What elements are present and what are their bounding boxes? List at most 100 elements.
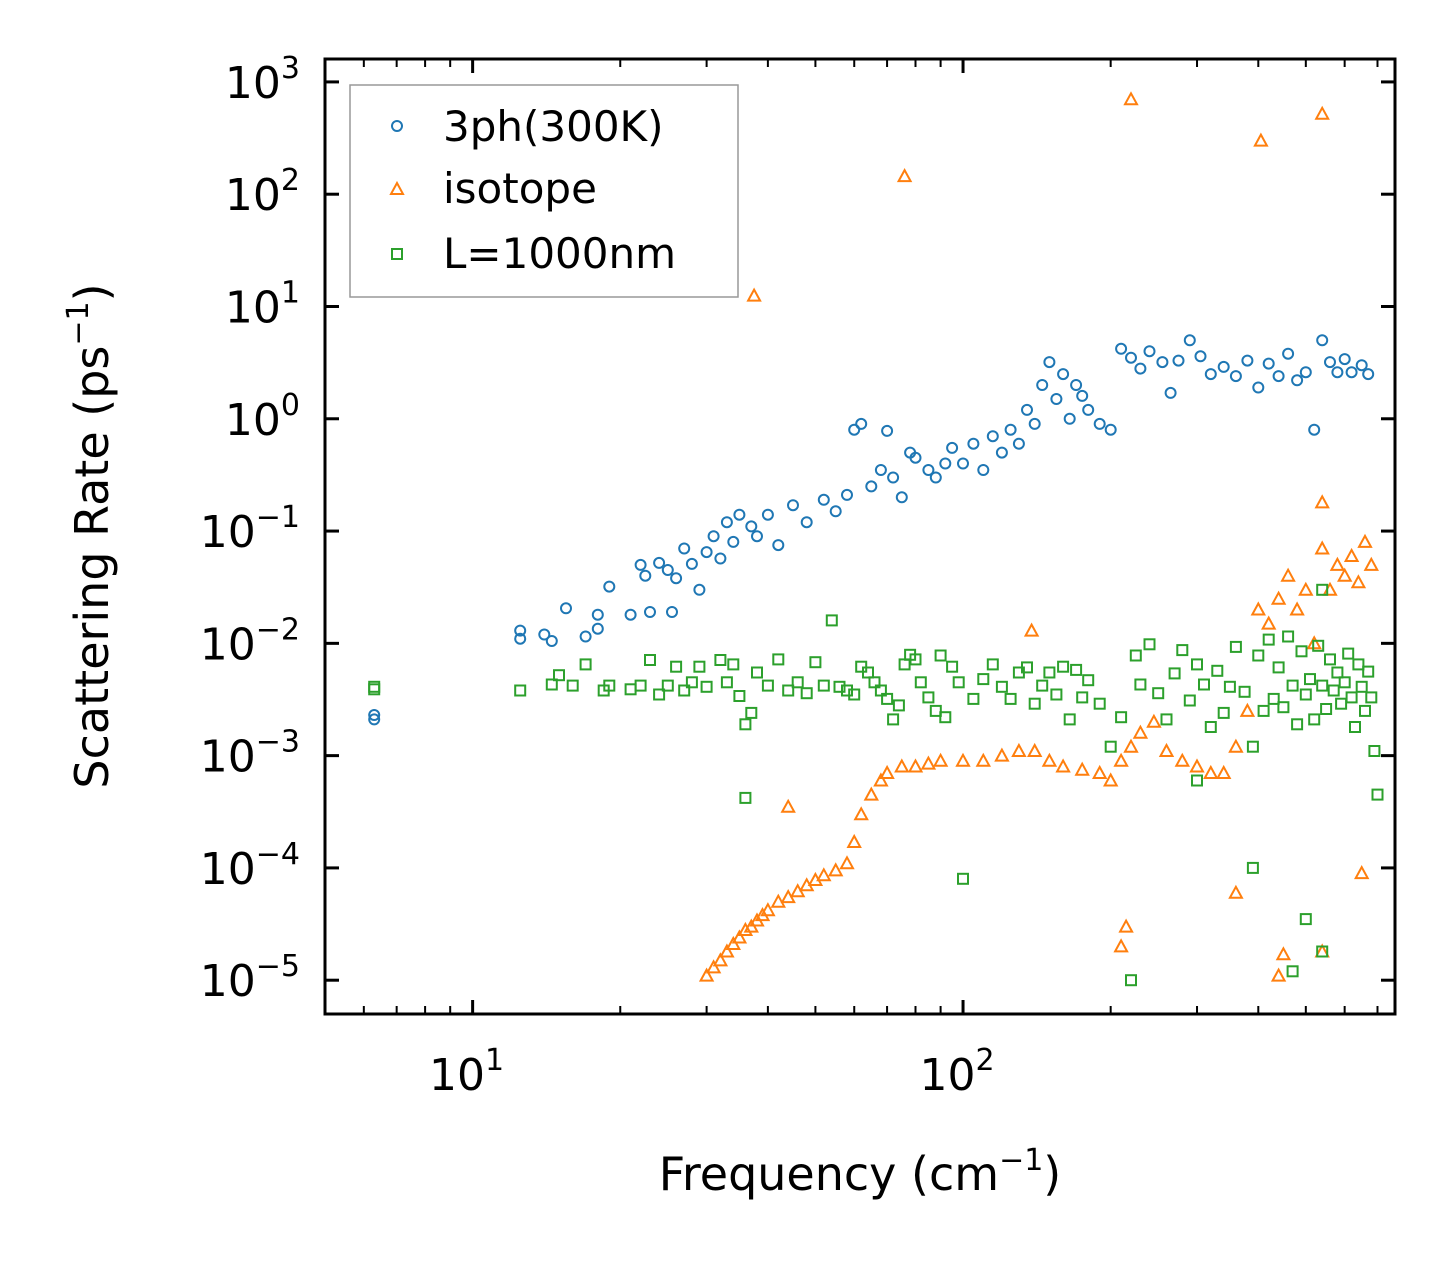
data-point (1203, 764, 1219, 779)
data-point (1262, 633, 1275, 646)
data-point (939, 457, 952, 470)
data-point (932, 752, 949, 767)
data-point (1286, 679, 1299, 692)
data-point (1093, 697, 1106, 710)
data-point (1267, 692, 1280, 705)
y-tick-label: 103 (225, 51, 300, 109)
data-point (1295, 645, 1308, 658)
data-point (1327, 684, 1340, 697)
data-point (693, 660, 706, 673)
data-point (698, 967, 715, 982)
data-point (1312, 639, 1325, 652)
data-point (833, 680, 846, 693)
data-point (553, 669, 565, 682)
data-point (1050, 688, 1063, 701)
data-point (1134, 678, 1147, 691)
data-point (994, 747, 1010, 762)
data-point (538, 628, 551, 641)
data-point (967, 692, 980, 705)
data-point (1371, 788, 1384, 801)
data-point (685, 557, 698, 570)
x-axis-title: Frequency (cm−1) (659, 1143, 1062, 1201)
data-point (731, 929, 748, 944)
data-point (1216, 764, 1232, 779)
data-point (853, 806, 869, 821)
data-point (678, 542, 691, 555)
y-tick-label: 10−1 (200, 500, 300, 558)
data-point (1043, 666, 1056, 679)
data-point (737, 921, 754, 936)
data-point (809, 656, 822, 669)
legend-marker-isotope (389, 180, 405, 195)
data-point (1076, 691, 1089, 704)
data-point (772, 539, 785, 552)
data-point (914, 676, 927, 689)
data-point (1174, 752, 1190, 767)
data-point (727, 658, 740, 671)
data-point (661, 564, 674, 576)
data-point (1304, 673, 1316, 686)
data-point (1021, 403, 1033, 416)
y-axis-title: Scattering Rate (ps−1) (61, 283, 119, 788)
data-point (1191, 658, 1203, 671)
data-point (719, 943, 735, 958)
data-point (1004, 692, 1017, 705)
data-point (800, 516, 813, 529)
data-point (1043, 356, 1056, 369)
data-point (909, 451, 922, 464)
tick-labels: 10−5 10−4 10−3 10−2 10−1 100 101 102 103 101 102 (200, 51, 995, 1101)
data-point (874, 684, 887, 697)
series-1 (698, 91, 1379, 982)
data-point (1262, 357, 1275, 370)
data-point (946, 660, 959, 673)
data-point (1125, 351, 1137, 364)
data-point (751, 530, 763, 543)
data-point (862, 666, 874, 679)
data-point (791, 676, 804, 689)
data-point (1132, 724, 1149, 739)
data-point (1352, 658, 1365, 671)
data-point (1211, 664, 1224, 677)
data-point (745, 520, 758, 533)
data-point (1342, 647, 1355, 660)
series-0 (368, 334, 1375, 726)
data-point (1028, 697, 1041, 710)
data-point (1191, 774, 1203, 787)
x-tick-label: 101 (429, 1043, 504, 1101)
data-point (1082, 403, 1095, 416)
data-point (1123, 91, 1139, 106)
data-point (1252, 649, 1265, 662)
data-point (1229, 640, 1242, 653)
data-point (1168, 667, 1181, 680)
data-point (591, 608, 604, 621)
data-point (545, 678, 558, 691)
data-point (1345, 691, 1358, 704)
data-point (1115, 342, 1128, 355)
legend-label-3ph: 3ph(300K) (443, 102, 663, 151)
data-point (700, 680, 713, 693)
data-point (1316, 679, 1329, 692)
data-point (1316, 945, 1329, 958)
data-point (1204, 721, 1217, 733)
data-point (591, 622, 604, 635)
data-point (1021, 661, 1033, 674)
data-point (733, 690, 746, 702)
data-point (712, 952, 729, 967)
data-point (1277, 701, 1290, 714)
data-point (1036, 679, 1049, 692)
data-point (1228, 884, 1244, 899)
data-point (693, 583, 706, 596)
legend-label-isotope: isotope (443, 164, 597, 213)
data-point (1368, 745, 1381, 757)
data-point (720, 516, 733, 529)
data-point (634, 679, 647, 692)
data-point (1156, 356, 1169, 369)
data-point (368, 680, 381, 693)
plot-frame (323, 57, 1397, 1016)
data-point (887, 471, 900, 484)
data-point (579, 658, 592, 671)
data-point (1282, 630, 1295, 643)
data-point (825, 614, 838, 627)
data-point (952, 676, 965, 689)
data-point (977, 673, 990, 686)
